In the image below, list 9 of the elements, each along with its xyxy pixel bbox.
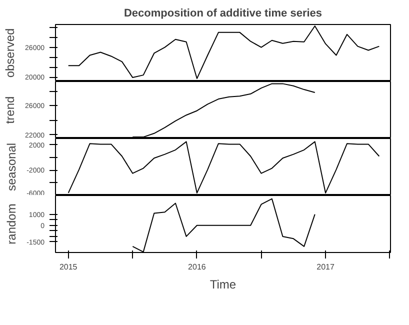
y-axis-title: random bbox=[4, 204, 19, 244]
y-axis-title: seasonal bbox=[4, 142, 19, 192]
chart-title: Decomposition of additive time series bbox=[124, 8, 322, 20]
x-tick-label: 2017 bbox=[316, 262, 336, 272]
y-axis-title: trend bbox=[3, 96, 18, 124]
x-axis-title: Time bbox=[210, 278, 236, 292]
x-tick-label: 2016 bbox=[188, 262, 206, 272]
y-axis-title: observed bbox=[3, 28, 18, 78]
x-tick-label: 2015 bbox=[59, 262, 78, 272]
